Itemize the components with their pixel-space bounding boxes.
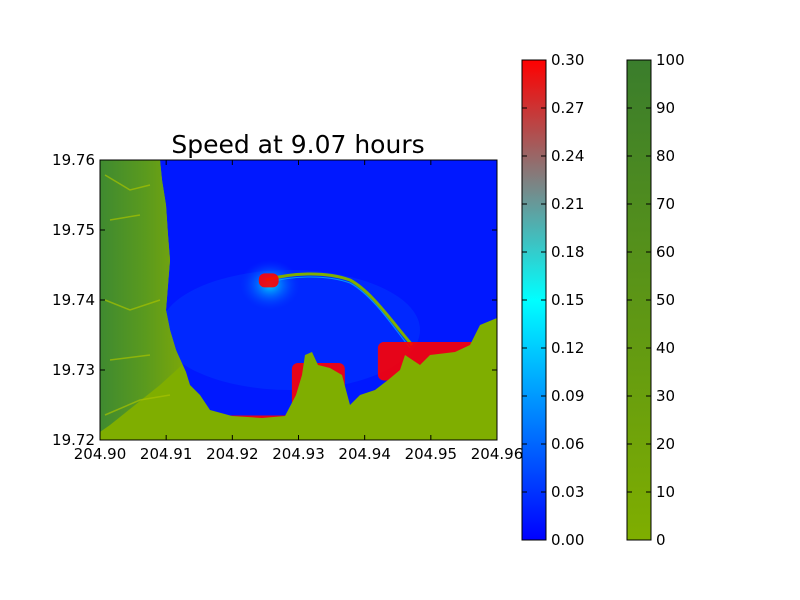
- x-axis: 204.90 204.91 204.92 204.93 204.94 204.95 204.…: [74, 160, 524, 463]
- colorbar-tick-label: 30: [656, 387, 675, 405]
- high-speed-region-breakwater-eddy: [258, 273, 279, 288]
- colorbar-tick-label: 0.21: [551, 195, 584, 213]
- y-tick-label: 19.76: [52, 151, 95, 169]
- x-tick-label: 204.96: [471, 445, 524, 463]
- colorbar-tick-label: 0.09: [551, 387, 584, 405]
- breakwater-edge: [265, 276, 411, 349]
- y-axis: 19.72 19.73 19.74 19.75 19.76: [52, 151, 497, 449]
- highland: [100, 160, 182, 432]
- colorbar-tick-label: 10: [656, 483, 675, 501]
- y-tick-label: 19.73: [52, 361, 95, 379]
- colorbar-tick-label: 90: [656, 99, 675, 117]
- y-tick-label: 19.72: [52, 431, 95, 449]
- colorbar-tick-label: 0.24: [551, 147, 584, 165]
- topography-colorbar-ticks: 0 10 20 30 40 50 60 70 80 90 100: [627, 51, 685, 549]
- x-tick-label: 204.92: [206, 445, 259, 463]
- x-tick-label: 204.93: [272, 445, 325, 463]
- y-tick-label: 19.75: [52, 221, 95, 239]
- colorbar-tick-label: 80: [656, 147, 675, 165]
- x-tick-label: 204.91: [140, 445, 193, 463]
- x-tick-label: 204.90: [74, 445, 127, 463]
- colorbar-tick-label: 0: [656, 531, 666, 549]
- colorbar-tick-label: 60: [656, 243, 675, 261]
- plot-area: [100, 160, 497, 440]
- chart-title: Speed at 9.07 hours: [171, 130, 424, 159]
- colorbar-tick-label: 0.00: [551, 531, 584, 549]
- colorbar-tick-label: 20: [656, 435, 675, 453]
- colorbar-tick-label: 40: [656, 339, 675, 357]
- y-tick-label: 19.74: [52, 291, 95, 309]
- colorbar-tick-label: 0.03: [551, 483, 584, 501]
- colorbar-tick-label: 0.30: [551, 51, 584, 69]
- x-tick-label: 204.95: [405, 445, 458, 463]
- colorbar-tick-label: 50: [656, 291, 675, 309]
- colorbar-tick-label: 70: [656, 195, 675, 213]
- bay-shading: [160, 270, 420, 390]
- colorbar-tick-label: 100: [656, 51, 685, 69]
- colorbar-tick-label: 0.12: [551, 339, 584, 357]
- breakwater-line: [265, 272, 414, 346]
- colorbar-tick-label: 0.06: [551, 435, 584, 453]
- x-tick-label: 204.94: [338, 445, 391, 463]
- speed-colorbar-ticks: 0.00 0.03 0.06 0.09 0.12 0.15 0.18 0.21 0.24 0.27…: [522, 51, 584, 549]
- colorbar-tick-label: 0.27: [551, 99, 584, 117]
- stream-lines: [104, 174, 171, 416]
- colorbar-tick-label: 0.18: [551, 243, 584, 261]
- colorbar-tick-label: 0.15: [551, 291, 584, 309]
